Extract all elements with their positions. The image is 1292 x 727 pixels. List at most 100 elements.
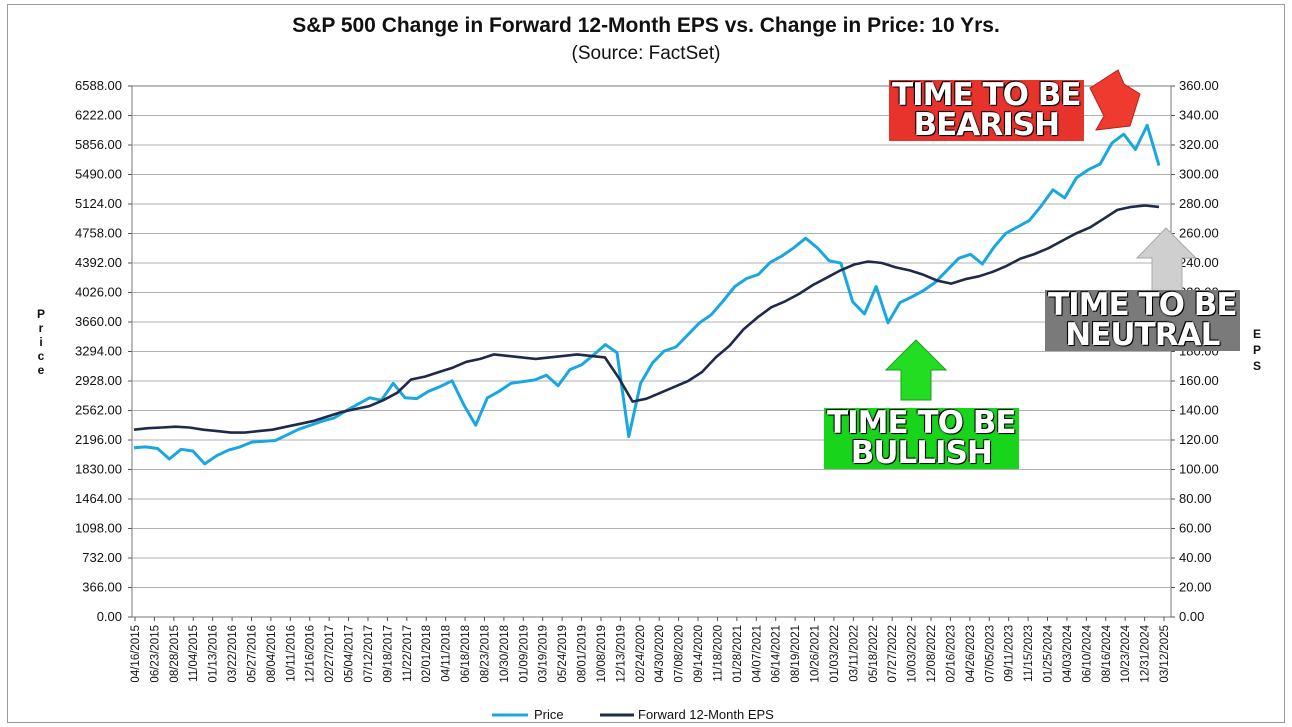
annotation-bullish-line1: TIME TO BE [827,405,1017,441]
x-tick-label: 06/10/2024 [1081,624,1093,682]
x-tick-label: 10/03/2022 [907,625,919,683]
x-tick-label: 08/01/2019 [577,625,589,683]
x-tick-label: 03/12/2025 [1159,625,1171,683]
x-tick-label: 11/15/2023 [1023,625,1035,682]
x-tick-label: 08/04/2016 [266,625,278,683]
x-tick-label: 04/03/2024 [1062,624,1074,682]
x-tick-label: 08/19/2021 [790,625,802,683]
x-tick-label: 01/25/2024 [1043,624,1055,682]
y-tick-label-right: 140.00 [1179,403,1219,418]
y-tick-label-left: 2196.00 [75,432,122,447]
x-tick-label: 10/30/2018 [499,625,511,683]
annotation-bearish-line1: TIME TO BE [892,77,1082,113]
y-tick-label-left: 5856.00 [75,137,122,152]
x-tick-label: 09/18/2017 [382,625,394,683]
x-tick-label: 03/11/2022 [848,625,860,682]
annotation-neutral-line2: NEUTRAL [1065,317,1220,354]
x-tick-label: 09/11/2023 [1004,625,1016,682]
y-axis-title-right-char: S [1253,359,1261,373]
y-tick-label-right: 360.00 [1179,78,1219,93]
y-tick-label-left: 366.00 [82,580,122,595]
x-tick-label: 05/18/2022 [868,625,880,683]
x-tick-label: 10/26/2021 [810,625,822,683]
y-tick-label-left: 1464.00 [75,491,122,506]
y-tick-label-left: 3294.00 [75,344,122,359]
bullish-arrow-icon [884,339,948,401]
y-axis-title-left-char: r [39,321,44,335]
y-axis-title-right-char: E [1253,327,1261,341]
x-tick-label: 01/03/2022 [829,625,841,683]
y-tick-label-right: 340.00 [1179,108,1219,123]
x-tick-label: 07/27/2022 [887,625,899,683]
annotation-bearish-line2: BEARISH [913,107,1060,144]
x-tick-label: 02/24/2020 [635,625,647,683]
y-tick-label-left: 0.00 [97,609,122,624]
x-tick-label: 04/07/2021 [751,625,763,683]
x-tick-label: 03/19/2019 [538,625,550,683]
y-tick-label-left: 732.00 [82,550,122,565]
x-tick-label: 03/22/2016 [227,625,239,683]
y-axis-title-left-char: P [37,307,45,321]
y-tick-label-left: 6222.00 [75,108,122,123]
y-tick-label-left: 3660.00 [75,314,122,329]
y-tick-label-right: 260.00 [1179,226,1219,241]
x-tick-label: 01/13/2016 [208,625,220,683]
x-tick-label: 02/27/2017 [324,625,336,683]
y-tick-label-right: 80.00 [1179,491,1212,506]
x-tick-label: 02/16/2023 [945,625,957,683]
y-axis-title-left-char: e [38,363,45,377]
y-tick-label-right: 60.00 [1179,521,1212,536]
x-tick-label: 05/24/2019 [557,625,569,683]
x-tick-label: 10/11/2016 [285,625,297,682]
legend-price-label: Price [534,707,564,722]
x-tick-label: 10/08/2019 [596,625,608,683]
y-tick-label-right: 120.00 [1179,432,1219,447]
x-tick-label: 06/18/2018 [460,625,472,683]
annotation-bullish: TIME TO BE BULLISH [824,405,1019,472]
x-tick-label: 04/16/2015 [130,625,142,683]
x-tick-label: 12/16/2016 [305,625,317,683]
price-line [133,123,1161,466]
x-tick-label: 06/14/2021 [771,625,783,683]
x-tick-label: 05/27/2016 [246,625,258,683]
x-tick-label: 11/18/2020 [712,625,724,682]
annotation-bullish-line2: BULLISH [850,435,993,472]
eps-line [133,204,1160,434]
x-tick-label: 11/22/2017 [402,625,414,682]
x-tick-label: 07/05/2023 [984,625,996,683]
x-tick-label: 07/12/2017 [363,625,375,683]
y-tick-label-right: 300.00 [1179,167,1219,182]
y-tick-label-left: 4026.00 [75,285,122,300]
y-tick-label-left: 5490.00 [75,167,122,182]
y-tick-label-right: 280.00 [1179,196,1219,211]
y-tick-label-left: 5124.00 [75,196,122,211]
annotation-neutral-line1: TIME TO BE [1048,287,1238,323]
y-tick-label-left: 4758.00 [75,226,122,241]
y-tick-label-right: 20.00 [1179,580,1212,595]
y-tick-label-left: 1098.00 [75,521,122,536]
x-tick-label: 07/08/2020 [674,625,686,683]
x-tick-label: 08/23/2018 [479,625,491,683]
annotation-bearish: TIME TO BE BEARISH [889,77,1084,144]
x-tick-label: 04/11/2018 [441,625,453,682]
y-tick-label-right: 100.00 [1179,462,1219,477]
chart-subtitle: (Source: FactSet) [571,43,721,64]
x-tick-label: 01/28/2021 [732,625,744,683]
x-tick-label: 12/08/2022 [926,625,938,683]
x-tick-label: 10/23/2024 [1120,624,1132,682]
y-tick-label-left: 6588.00 [75,78,122,93]
legend-eps-label: Forward 12-Month EPS [638,707,774,722]
y-tick-label-right: 320.00 [1179,137,1219,152]
y-tick-label-right: 40.00 [1179,550,1212,565]
bearish-arrow-icon [1089,69,1141,131]
y-tick-label-right: 240.00 [1179,255,1219,270]
y-tick-label-right: 0.00 [1179,609,1204,624]
x-tick-label: 08/16/2024 [1101,624,1113,682]
y-axis-title-left-char: c [38,349,45,363]
y-tick-label-left: 1830.00 [75,462,122,477]
y-tick-label-left: 2928.00 [75,373,122,388]
y-axis-title-right-char: P [1253,343,1261,357]
y-tick-label-left: 2562.00 [75,403,122,418]
x-tick-label: 11/04/2015 [188,625,200,682]
